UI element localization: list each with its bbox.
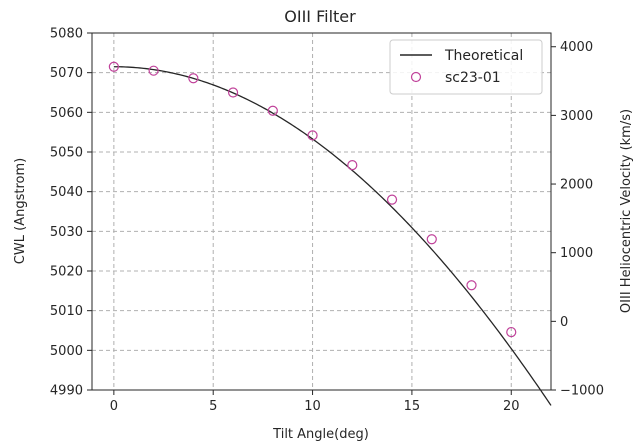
theoretical-curve: [113, 66, 552, 406]
y2-tick-label: 2000: [560, 178, 593, 193]
x-tick-label: 20: [503, 399, 520, 414]
axes: 0 5 10 15 20 4990 5000 5010 5020 5030 5040 5050 5060…: [50, 27, 604, 415]
sc23-01-point: [267, 105, 278, 116]
plot-frame: [91, 32, 552, 391]
chart-title: OIII Filter: [284, 7, 356, 26]
sc23-01-point: [426, 234, 437, 245]
legend-circle-marker: [410, 71, 422, 83]
sc23-01-point: [188, 73, 199, 84]
legend-label-theoretical: Theoretical: [444, 48, 523, 64]
y2-tick-label: 0: [560, 315, 568, 330]
sc23-01-point: [148, 65, 159, 76]
sc23-01-point: [386, 194, 398, 205]
x-tick-label: 15: [404, 399, 421, 414]
sc23-01-point: [307, 130, 318, 141]
sc23-01-point: [347, 159, 358, 171]
y2-tick-label: 1000: [560, 246, 593, 261]
plot-series: [108, 61, 552, 406]
legend: Theoretical sc23-01: [389, 39, 543, 95]
y-axis-title: CWL (Angstrom): [13, 158, 28, 264]
sc23-01-point: [108, 61, 119, 72]
sc23-01-point: [506, 326, 517, 338]
y-tick-label: 5080: [50, 27, 83, 42]
y-tick-label: 5070: [50, 66, 83, 81]
sc23-01-point: [466, 280, 477, 291]
y-tick-label: 5020: [50, 265, 83, 280]
y2-tick-label: 4000: [560, 40, 593, 55]
y-tick-label: 5060: [50, 106, 83, 121]
legend-label-sc23-01: sc23-01: [445, 70, 501, 86]
y2-tick-label: −1000: [560, 384, 604, 399]
y2-tick-label: 3000: [560, 109, 593, 124]
x-tick-label: 10: [304, 399, 321, 414]
y-tick-label: 5040: [50, 185, 83, 200]
sc23-01-point: [227, 87, 239, 98]
x-tick-label: 5: [209, 399, 217, 414]
y-tick-label: 5010: [50, 304, 83, 319]
x-axis-title: Tilt Angle(deg): [272, 427, 369, 442]
y-tick-label: 5000: [50, 344, 83, 359]
legend-box: [389, 39, 543, 95]
y2-axis-title: OIII Heliocentric Velocity (km/s): [619, 109, 634, 313]
y-tick-label: 5050: [50, 146, 83, 161]
y-tick-label: 5030: [50, 225, 83, 240]
x-tick-label: 0: [110, 399, 118, 414]
y-tick-label: 4990: [50, 384, 83, 399]
